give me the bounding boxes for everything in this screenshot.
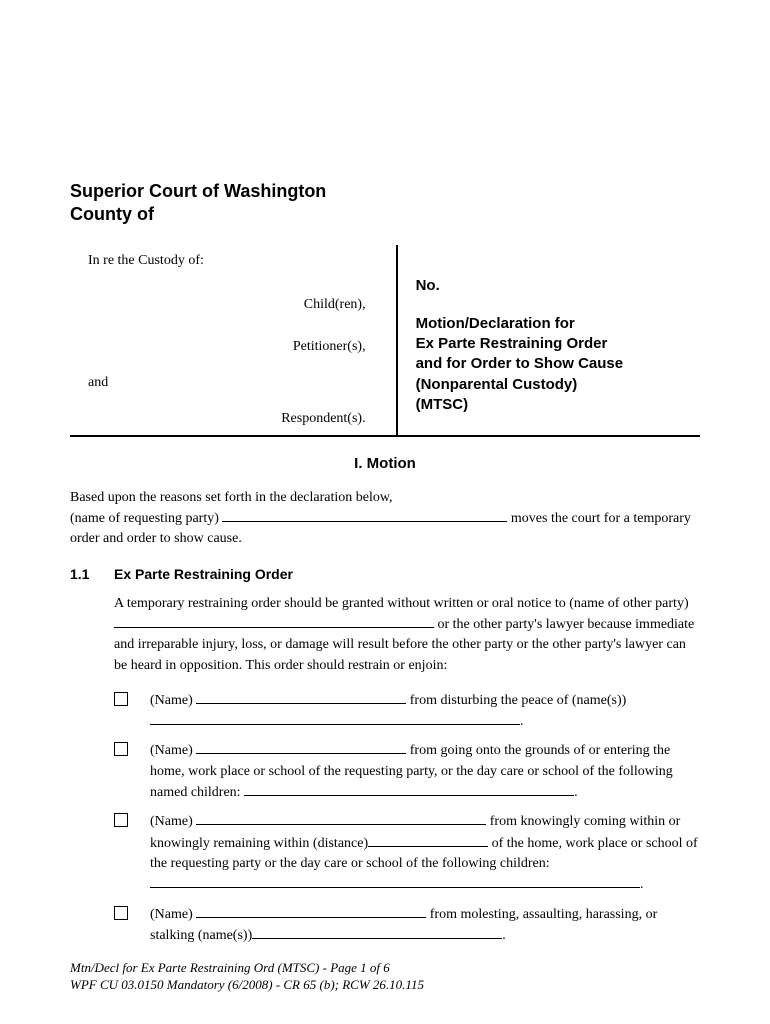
blank-i4-names[interactable] xyxy=(252,925,502,939)
checkbox-4[interactable] xyxy=(114,906,128,920)
petitioners-label: Petitioner(s), xyxy=(88,339,386,355)
caption-left: In re the Custody of: Child(ren), Petiti… xyxy=(70,245,398,435)
county-of: County of xyxy=(70,203,700,226)
blank-i1-names[interactable] xyxy=(150,711,520,725)
section-i-heading: I. Motion xyxy=(70,455,700,472)
check-text-2: (Name) from going onto the grounds of or… xyxy=(150,740,700,803)
motion-para: Based upon the reasons set forth in the … xyxy=(70,488,700,550)
blank-requesting-party[interactable] xyxy=(222,508,507,522)
respondents-label: Respondent(s). xyxy=(88,411,386,427)
i4-c: . xyxy=(502,928,506,943)
case-no-label: No. xyxy=(416,277,700,294)
i1-b: from disturbing the peace of (name(s)) xyxy=(406,693,626,708)
doc-title-l3: and for Order to Show Cause xyxy=(416,354,700,374)
footer: Mtn/Decl for Ex Parte Restraining Ord (M… xyxy=(70,959,424,994)
blank-other-party[interactable] xyxy=(114,614,434,628)
checkbox-2[interactable] xyxy=(114,742,128,756)
doc-title-l1: Motion/Declaration for xyxy=(416,314,700,334)
subheading-title: Ex Parte Restraining Order xyxy=(114,566,293,582)
check-item-3: (Name) from knowingly coming within or k… xyxy=(114,811,700,895)
court-header: Superior Court of Washington County of xyxy=(70,180,700,227)
check-text-4: (Name) from molesting, assaulting, haras… xyxy=(150,904,700,947)
check-text-1: (Name) from disturbing the peace of (nam… xyxy=(150,690,700,733)
footer-l2: WPF CU 03.0150 Mandatory (6/2008) - CR 6… xyxy=(70,976,424,994)
doc-title-l4: (Nonparental Custody) xyxy=(416,375,700,395)
check-item-1: (Name) from disturbing the peace of (nam… xyxy=(114,690,700,733)
blank-i2-children[interactable] xyxy=(244,782,574,796)
motion-para-b: (name of requesting party) xyxy=(70,511,222,526)
blank-i1-name[interactable] xyxy=(196,690,406,704)
doc-title-l2: Ex Parte Restraining Order xyxy=(416,334,700,354)
i4-a: (Name) xyxy=(150,907,196,922)
i3-d: . xyxy=(640,877,644,892)
subheading-1-1: 1.1Ex Parte Restraining Order xyxy=(70,566,700,582)
doc-title: Motion/Declaration for Ex Parte Restrain… xyxy=(416,314,700,415)
i3-a: (Name) xyxy=(150,814,196,829)
blank-i2-name[interactable] xyxy=(196,740,406,754)
blank-i3-distance[interactable] xyxy=(368,833,488,847)
checkbox-3[interactable] xyxy=(114,813,128,827)
s11-para: A temporary restraining order should be … xyxy=(114,594,700,676)
motion-para-a: Based upon the reasons set forth in the … xyxy=(70,490,393,505)
blank-i4-name[interactable] xyxy=(196,904,426,918)
i2-a: (Name) xyxy=(150,743,196,758)
i2-c: . xyxy=(574,785,578,800)
doc-title-l5: (MTSC) xyxy=(416,395,700,415)
children-label: Child(ren), xyxy=(88,297,386,313)
checkbox-1[interactable] xyxy=(114,692,128,706)
blank-i3-name[interactable] xyxy=(196,811,486,825)
and-label: and xyxy=(88,375,386,391)
court-name: Superior Court of Washington xyxy=(70,180,700,203)
blank-i3-children[interactable] xyxy=(150,874,640,888)
check-item-2: (Name) from going onto the grounds of or… xyxy=(114,740,700,803)
check-text-3: (Name) from knowingly coming within or k… xyxy=(150,811,700,895)
footer-l1: Mtn/Decl for Ex Parte Restraining Ord (M… xyxy=(70,959,424,977)
i1-c: . xyxy=(520,714,524,729)
caption-right: No. Motion/Declaration for Ex Parte Rest… xyxy=(398,245,700,435)
i1-a: (Name) xyxy=(150,693,196,708)
s11-para-a: A temporary restraining order should be … xyxy=(114,596,689,611)
in-re-label: In re the Custody of: xyxy=(88,253,386,269)
check-list: (Name) from disturbing the peace of (nam… xyxy=(114,690,700,946)
caption-box: In re the Custody of: Child(ren), Petiti… xyxy=(70,245,700,437)
check-item-4: (Name) from molesting, assaulting, haras… xyxy=(114,904,700,947)
subheading-num: 1.1 xyxy=(70,566,114,582)
